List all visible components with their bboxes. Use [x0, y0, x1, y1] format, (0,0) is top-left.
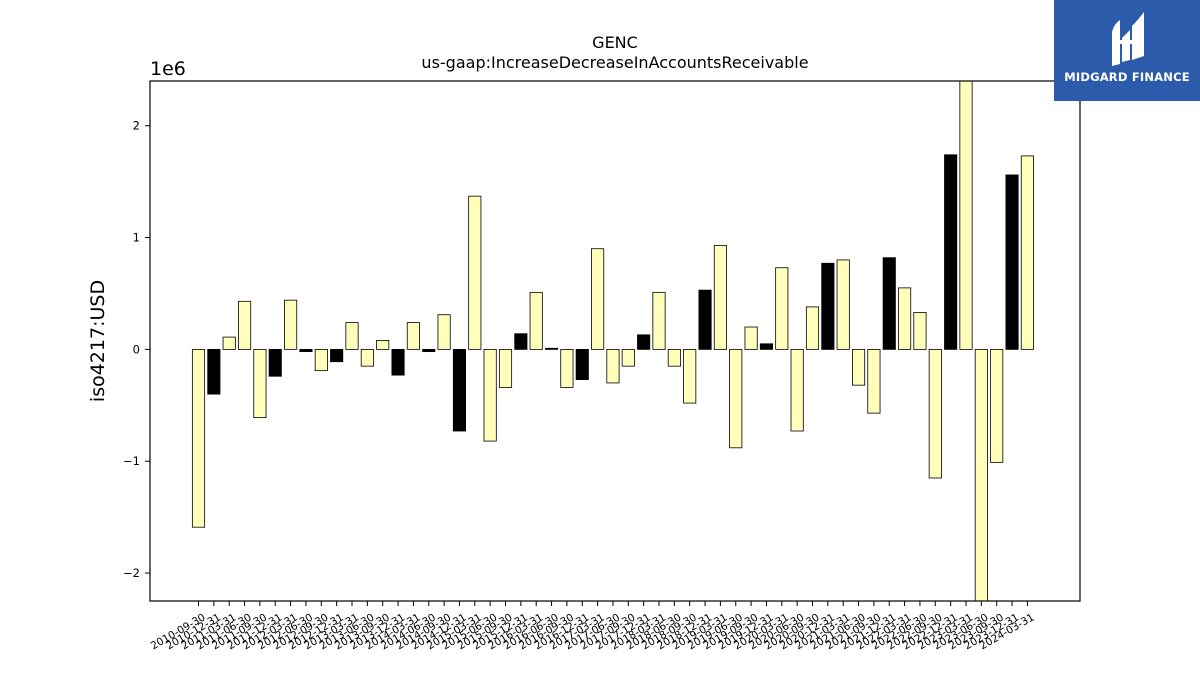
bar-2023-09-30: [990, 348, 1004, 463]
bar-2012-03-31: [284, 299, 298, 350]
bar-2022-06-30: [913, 312, 927, 350]
logo-text: MIDGARD FINANCE: [1064, 70, 1190, 84]
bar-2012-06-30: [299, 348, 313, 353]
bar-2019-09-30: [744, 326, 758, 350]
bar-2010-12-31: [207, 348, 221, 395]
bar-2021-09-30: [867, 348, 881, 414]
bar-2013-12-31: [391, 348, 405, 376]
bar-2016-09-30: [560, 348, 574, 388]
bar-2012-12-31: [330, 348, 344, 363]
bar-2024-03-31: [1020, 155, 1034, 350]
bars-group: [191, 80, 1034, 602]
bar-2014-09-30: [437, 314, 451, 350]
bar-2022-03-31: [898, 287, 912, 350]
bar-2015-12-31: [514, 333, 528, 350]
y-tick-label: 1: [133, 231, 140, 245]
chart-subtitle: us-gaap:IncreaseDecreaseInAccountsReceiv…: [421, 53, 808, 72]
bar-2018-09-30: [683, 348, 697, 404]
y-tick-label: −1: [123, 454, 140, 468]
bar-2017-03-31: [591, 248, 605, 350]
bar-2010-09-30: [191, 348, 206, 528]
bar-2019-12-31: [759, 343, 773, 350]
midgard-logo: MIDGARD FINANCE: [1054, 0, 1200, 101]
y-axis: −2 −1 0 1 2: [123, 119, 150, 580]
bar-2017-12-31: [637, 334, 651, 350]
bar-2020-06-30: [790, 348, 804, 432]
y-tick-label: 0: [133, 342, 140, 356]
bar-2023-06-30: [974, 348, 988, 602]
bar-2013-03-31: [345, 322, 359, 350]
y-offset-label: 1e6: [150, 58, 186, 80]
bar-2022-09-30: [928, 348, 942, 479]
bar-2021-03-31: [836, 259, 850, 350]
bar-2012-09-30: [314, 348, 328, 372]
bar-2018-03-31: [652, 291, 666, 350]
bar-2020-03-31: [775, 267, 789, 350]
y-tick-label: 2: [133, 119, 140, 133]
bar-2018-06-30: [667, 348, 681, 367]
bar-2019-03-31: [713, 244, 727, 350]
bar-2015-09-30: [498, 348, 513, 388]
bar-2017-09-30: [621, 348, 635, 367]
bar-2019-06-30: [729, 348, 743, 449]
bar-2013-06-30: [360, 348, 374, 367]
bar-2016-12-31: [575, 348, 589, 380]
y-axis-label: iso4217:USD: [87, 280, 109, 402]
plot-frame: [149, 80, 1081, 602]
bar-2011-03-31: [222, 336, 236, 350]
bar-2017-06-30: [606, 348, 620, 384]
bar-2022-12-31: [944, 154, 958, 350]
bar-2018-12-31: [698, 289, 712, 350]
bar-2021-12-31: [882, 257, 896, 350]
bar-2011-09-30: [253, 348, 267, 419]
x-axis: 2010-09-302010-12-312011-03-312011-06-30…: [149, 601, 1037, 652]
bar-2011-06-30: [237, 300, 252, 350]
bar-2020-09-30: [805, 306, 820, 350]
bar-2015-03-31: [468, 195, 482, 350]
bar-2023-03-31: [959, 80, 973, 350]
midgard-logo-icon: [1112, 12, 1144, 66]
chart-title: GENC: [592, 33, 638, 52]
bar-2016-03-31: [529, 291, 543, 350]
bar-2021-06-30: [852, 348, 866, 386]
bar-2014-12-31: [452, 348, 466, 432]
bar-2014-06-30: [422, 348, 436, 353]
bar-2020-12-31: [821, 262, 835, 350]
bar-2011-12-31: [268, 348, 282, 377]
bar-2015-06-30: [483, 348, 497, 442]
bar-2023-12-31: [1005, 174, 1019, 350]
y-tick-label: −2: [123, 566, 140, 580]
bar-2016-06-30: [545, 347, 559, 350]
bar-2014-03-31: [406, 322, 420, 350]
bar-2013-09-30: [376, 340, 390, 350]
